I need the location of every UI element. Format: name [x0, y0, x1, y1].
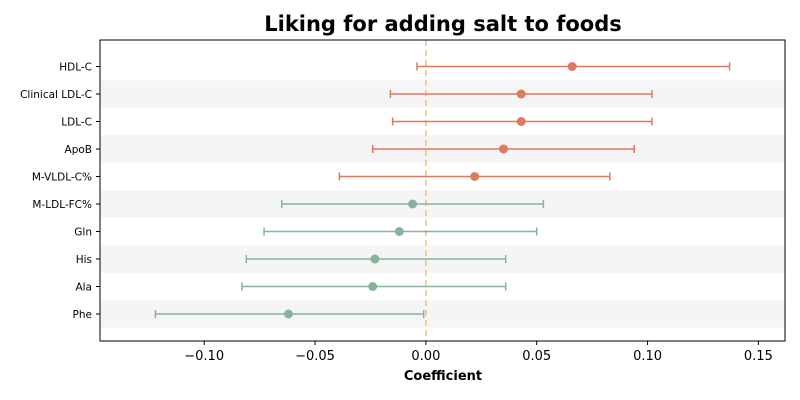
x-tick-label: −0.10	[184, 349, 224, 364]
estimate-point	[408, 199, 418, 209]
estimate-row	[389, 89, 653, 99]
y-tick-label: Gln	[74, 227, 92, 239]
x-tick-label: 0.10	[633, 349, 662, 364]
estimate-row	[371, 144, 636, 154]
estimate-point	[516, 117, 526, 126]
estimate-row	[245, 254, 507, 264]
estimate-point	[470, 172, 480, 181]
y-tick-label: M-VLDL-C%	[32, 172, 92, 184]
y-tick-label: ApoB	[65, 144, 92, 156]
x-axis: −0.10 −0.05 0.00 0.05 0.10 0.15	[184, 341, 773, 364]
estimates-group	[154, 62, 731, 319]
estimate-point	[498, 144, 508, 154]
estimate-row	[241, 282, 507, 291]
estimate-point	[283, 309, 293, 319]
y-axis: HDL-C Clinical LDL-C LDL-C ApoB M-VLDL-C% M-L…	[20, 62, 100, 321]
estimate-row	[416, 62, 731, 71]
estimate-point	[368, 282, 378, 291]
estimate-point	[516, 89, 526, 99]
x-tick-label: −0.05	[295, 349, 335, 364]
estimate-point	[370, 254, 380, 264]
estimate-row	[281, 199, 545, 209]
x-axis-label: Coefficient	[404, 369, 482, 384]
y-tick-label: Ala	[75, 282, 92, 294]
x-tick-label: 0.00	[411, 349, 440, 364]
estimate-row	[154, 309, 425, 319]
estimate-point	[394, 227, 404, 236]
estimate-row	[338, 172, 611, 181]
x-tick-label: 0.15	[744, 349, 773, 364]
chart-title: Liking for adding salt to foods	[264, 12, 622, 36]
y-tick-label: M-LDL-FC%	[32, 199, 92, 211]
y-tick-label: Phe	[73, 309, 92, 321]
estimate-row	[391, 117, 653, 126]
y-tick-label: His	[76, 254, 92, 266]
estimate-point	[567, 62, 577, 71]
plot-frame	[99, 39, 786, 342]
x-tick-label: 0.05	[522, 349, 551, 364]
estimate-row	[263, 227, 538, 236]
y-tick-label: HDL-C	[59, 62, 92, 74]
y-tick-label: Clinical LDL-C	[20, 89, 92, 101]
y-tick-label: LDL-C	[61, 117, 92, 129]
